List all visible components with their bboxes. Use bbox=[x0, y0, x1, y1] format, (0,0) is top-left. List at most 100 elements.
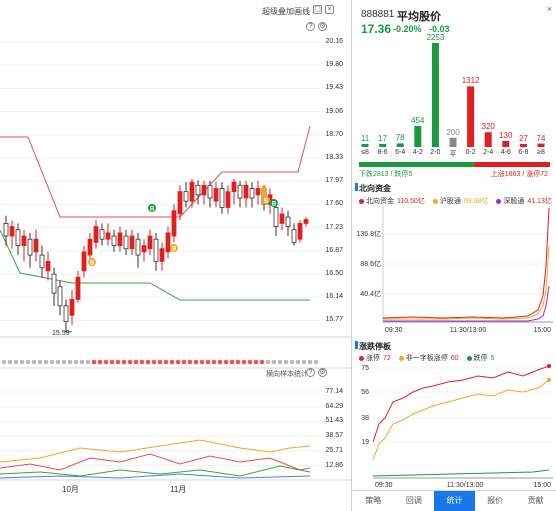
indicator-tick: 77.14 bbox=[325, 388, 343, 395]
gear-icon[interactable]: ⚙ bbox=[318, 368, 327, 377]
candle bbox=[21, 229, 27, 262]
candle bbox=[81, 245, 87, 278]
distribution-bar bbox=[379, 144, 387, 147]
signal-dot bbox=[247, 359, 253, 365]
overlay-button[interactable]: 超级叠加 bbox=[262, 7, 294, 16]
candle bbox=[147, 229, 153, 256]
candle bbox=[231, 178, 237, 205]
signal-dot bbox=[91, 359, 97, 365]
distribution-bar bbox=[431, 43, 439, 147]
candle bbox=[141, 239, 147, 262]
candle bbox=[15, 223, 21, 256]
candle-body bbox=[21, 235, 27, 246]
help-icon[interactable]: ? bbox=[306, 22, 315, 31]
distribution-category: 2-0 bbox=[430, 149, 441, 156]
signal-dot bbox=[13, 359, 19, 365]
tab-2[interactable]: 统计 bbox=[434, 491, 475, 511]
northbound-chart[interactable]: 136.8亿 88.6亿 40.4亿 09:30 11:30/13:00 15:00 bbox=[353, 206, 556, 336]
draw-line-button[interactable]: 画线 bbox=[294, 7, 310, 16]
shenzhen-line bbox=[383, 285, 550, 322]
distribution-category: 2-4 bbox=[483, 149, 494, 156]
candle-body bbox=[33, 238, 39, 253]
distribution-bar bbox=[467, 86, 475, 147]
signal-dot bbox=[61, 359, 67, 365]
candle-body bbox=[297, 222, 303, 240]
candle-body bbox=[63, 305, 69, 323]
legend-dot bbox=[359, 198, 364, 204]
legend-value: 110.50亿 bbox=[397, 198, 425, 205]
distribution-count: 1312 bbox=[461, 76, 480, 86]
signal-dot bbox=[223, 359, 229, 365]
indicator-title: 横向样本统计 bbox=[266, 371, 308, 378]
lower-band-line bbox=[0, 229, 310, 301]
signal-dot bbox=[163, 359, 169, 365]
signal-dot bbox=[187, 359, 193, 365]
down-count: 下跌2813 / 跌停5 bbox=[359, 171, 413, 178]
signal-dot bbox=[283, 359, 289, 365]
price-tick: 20.16 bbox=[325, 38, 343, 45]
signal-dot bbox=[295, 359, 301, 365]
candle-body bbox=[219, 188, 225, 208]
legend-value: 69.38亿 bbox=[463, 198, 489, 205]
signal-dot bbox=[7, 359, 13, 365]
candle-body bbox=[57, 286, 63, 307]
indicator-tick: 25.71 bbox=[325, 446, 343, 454]
candle bbox=[57, 280, 63, 316]
badge-circle bbox=[270, 199, 278, 207]
distribution-count: 11 bbox=[360, 134, 370, 143]
bottom-tabs: 策略 回调 统计 报价 贡献 bbox=[353, 490, 556, 511]
limit-title: 涨跌停板 bbox=[359, 342, 391, 351]
candle-body bbox=[195, 184, 201, 196]
price-tick: 17.60 bbox=[325, 200, 343, 208]
candle-body bbox=[81, 251, 87, 272]
signal-dot bbox=[37, 359, 43, 365]
legend-value: 60 bbox=[450, 355, 459, 362]
tab-0[interactable]: 策略 bbox=[365, 496, 382, 505]
limit-chart[interactable]: 75 56 38 19 09:30 11:30/13:00 15:00 bbox=[353, 362, 556, 490]
candle-body bbox=[213, 188, 219, 202]
distribution-category: ≤8 bbox=[361, 149, 369, 156]
stats-pane: 888881 平均股价 17.36 -0.20% -0.03 × 11 ≤8 17 8… bbox=[353, 0, 556, 511]
tab-1[interactable]: 回调 bbox=[405, 496, 422, 505]
indicator-tick: 64.29 bbox=[325, 402, 343, 410]
distribution-count: 320 bbox=[481, 122, 495, 132]
signal-dot bbox=[73, 359, 79, 365]
candle bbox=[285, 210, 291, 237]
limit-legend: 涨停 72 非一字板涨停 60 跌停 5 bbox=[359, 353, 500, 363]
gear-icon[interactable]: ⚙ bbox=[318, 22, 327, 31]
distribution-bar bbox=[361, 144, 369, 147]
kline-toolbar: 超级叠加 画线 ▢ × bbox=[0, 0, 352, 20]
candle bbox=[297, 220, 303, 243]
expand-icon[interactable]: ▢ bbox=[313, 5, 322, 14]
distribution-count: 200 bbox=[446, 127, 460, 137]
candle bbox=[9, 220, 15, 249]
candle bbox=[213, 182, 219, 208]
candle-body bbox=[201, 184, 207, 196]
badge-label: B bbox=[90, 261, 95, 267]
signal-dot bbox=[139, 359, 145, 365]
section-marker bbox=[355, 183, 358, 191]
limit-up-dot bbox=[547, 364, 551, 368]
help-icon[interactable]: ? bbox=[306, 368, 315, 377]
tab-4[interactable]: 贡献 bbox=[527, 496, 544, 505]
candle bbox=[303, 217, 309, 227]
close-icon[interactable]: × bbox=[325, 5, 334, 14]
stock-code: 888881 bbox=[361, 9, 395, 20]
price-tick: 19.06 bbox=[325, 107, 343, 115]
non-oneword-dot bbox=[547, 378, 551, 382]
candle bbox=[291, 223, 297, 246]
candle bbox=[123, 229, 129, 256]
quote-header: 888881 平均股价 17.36 -0.20% -0.03 × bbox=[353, 0, 556, 36]
candle bbox=[237, 180, 243, 208]
distribution-bar bbox=[449, 137, 457, 147]
distribution-count: 454 bbox=[411, 116, 425, 126]
legend-name: 北向资金 bbox=[366, 198, 394, 205]
signal-dot bbox=[193, 359, 199, 365]
distribution-category: 8-6 bbox=[377, 149, 388, 156]
distribution-count: 2253 bbox=[426, 33, 445, 42]
candle bbox=[249, 182, 255, 208]
close-icon[interactable]: × bbox=[546, 4, 552, 14]
tab-3[interactable]: 报价 bbox=[487, 496, 504, 505]
signal-dot bbox=[211, 359, 217, 365]
